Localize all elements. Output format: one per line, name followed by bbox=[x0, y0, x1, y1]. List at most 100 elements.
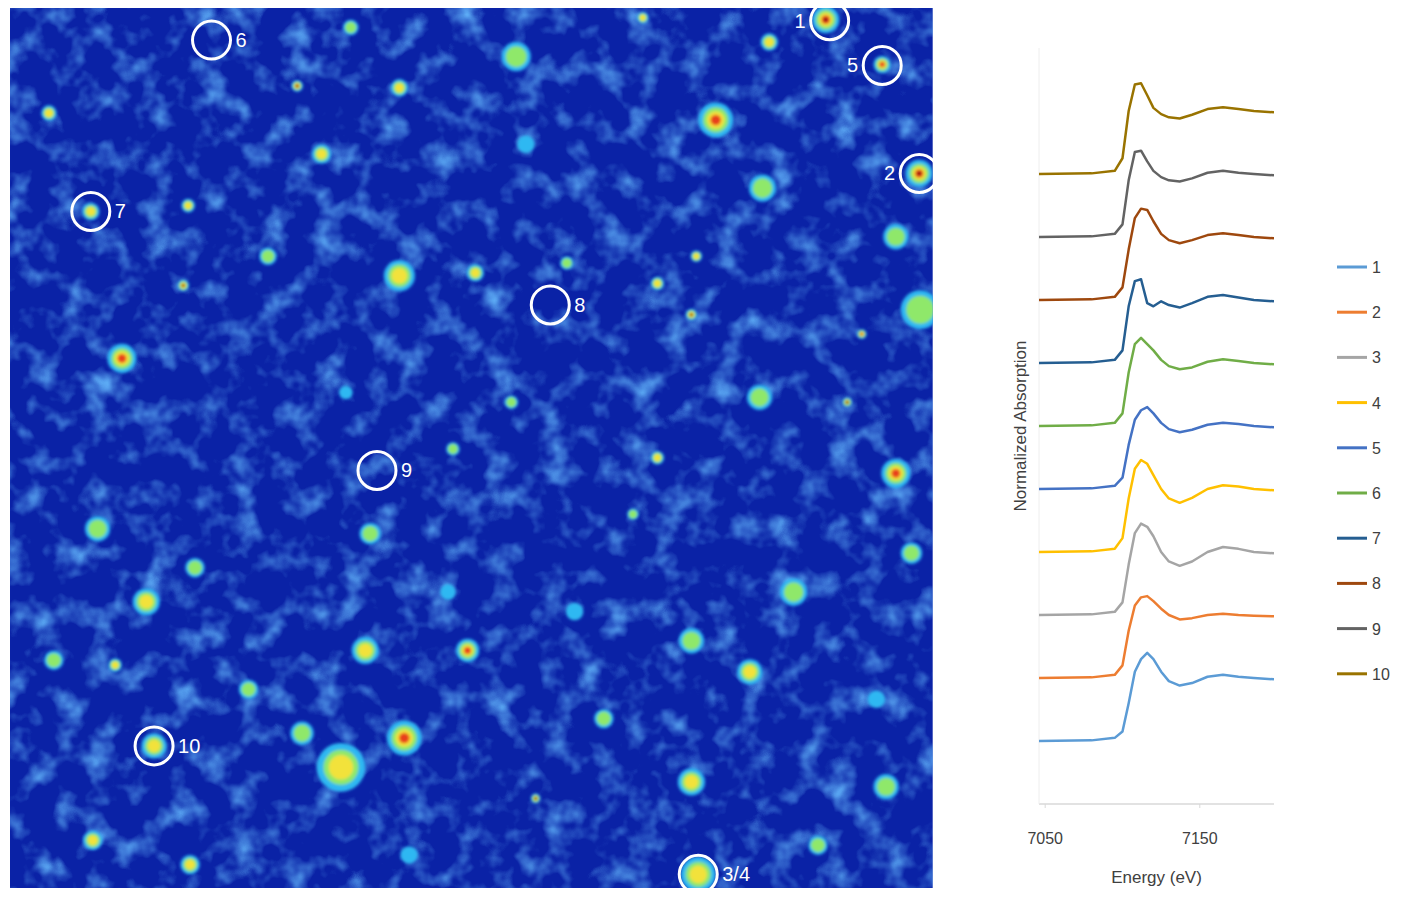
hotspot-layer bbox=[133, 588, 160, 615]
hotspot-layer bbox=[395, 83, 404, 92]
hotspot-layer bbox=[812, 8, 839, 33]
hotspot-layer bbox=[467, 264, 485, 282]
hotspot-layer bbox=[107, 344, 136, 373]
hotspot bbox=[651, 277, 665, 291]
hotspot-layer bbox=[912, 167, 926, 181]
hotspot-layer bbox=[312, 144, 331, 163]
hotspot-layer bbox=[464, 647, 471, 654]
legend-label: 5 bbox=[1372, 440, 1381, 457]
hotspot bbox=[881, 459, 910, 488]
hotspot-layer bbox=[531, 794, 541, 804]
hotspot-layer bbox=[880, 62, 885, 67]
hotspot-layer bbox=[111, 348, 132, 369]
hotspot-layer bbox=[182, 284, 185, 287]
hotspot-layer bbox=[400, 846, 418, 864]
hotspot-layer bbox=[506, 397, 516, 407]
hotspot bbox=[686, 309, 698, 321]
spot-label: 6 bbox=[236, 29, 247, 51]
hotspot-layer bbox=[399, 733, 410, 744]
hotspot-layer bbox=[654, 454, 661, 461]
hotspot-layer bbox=[392, 268, 408, 284]
x-axis bbox=[1039, 803, 1274, 805]
hotspot-layer bbox=[637, 12, 649, 24]
legend-swatch bbox=[1337, 266, 1367, 269]
hotspot-layer bbox=[295, 84, 299, 88]
spectrum-line bbox=[1039, 524, 1274, 615]
legend-label: 9 bbox=[1372, 621, 1381, 638]
hotspot-layer bbox=[824, 18, 828, 22]
hotspot-layer bbox=[141, 733, 166, 758]
hotspot bbox=[180, 855, 199, 874]
hotspot bbox=[185, 558, 204, 577]
hotspot bbox=[901, 290, 933, 329]
legend-label: 7 bbox=[1372, 530, 1381, 547]
hotspot-layer bbox=[846, 401, 849, 404]
hotspot-layer bbox=[462, 645, 474, 657]
legend-label: 3 bbox=[1372, 349, 1381, 366]
hotspot-layer bbox=[294, 83, 300, 89]
hotspot-layer bbox=[651, 277, 665, 291]
hotspot-layer bbox=[904, 545, 919, 560]
hotspot bbox=[446, 442, 460, 456]
hotspot-layer bbox=[678, 768, 705, 795]
hotspot bbox=[808, 835, 827, 854]
hotspot-layer bbox=[707, 111, 725, 129]
hotspot-layer bbox=[387, 721, 422, 756]
hotspot bbox=[339, 386, 353, 400]
hotspot bbox=[502, 42, 531, 71]
hotspot-layer bbox=[290, 722, 313, 745]
hotspot-layer bbox=[471, 268, 480, 277]
figure: 123/4567891070507150Energy (eV)Normalize… bbox=[0, 0, 1427, 913]
spot-label: 5 bbox=[847, 54, 858, 76]
spot-circle bbox=[900, 154, 938, 192]
legend-swatch bbox=[1337, 672, 1367, 675]
hotspot-layer bbox=[750, 388, 768, 406]
x-tick-label: 7050 bbox=[1027, 830, 1063, 847]
legend-label: 10 bbox=[1372, 666, 1390, 683]
spot-circle bbox=[72, 192, 110, 230]
hotspot bbox=[352, 637, 379, 664]
hotspot bbox=[387, 721, 422, 756]
hotspot-layer bbox=[693, 253, 699, 259]
hotspot bbox=[517, 136, 535, 154]
hotspot-layer bbox=[391, 79, 409, 97]
hotspot-layer bbox=[689, 866, 707, 884]
hotspot-layer bbox=[148, 740, 161, 753]
hotspot-layer bbox=[710, 115, 721, 126]
hotspot bbox=[651, 451, 665, 465]
hotspot bbox=[312, 144, 331, 163]
hotspot-layer bbox=[652, 453, 662, 463]
hotspot-layer bbox=[763, 36, 776, 49]
hotspot-layer bbox=[562, 258, 572, 268]
hotspot bbox=[637, 12, 649, 24]
spot-label: 9 bbox=[401, 459, 412, 481]
hotspot-layer bbox=[885, 463, 906, 484]
hotspot-layer bbox=[317, 149, 327, 159]
hotspot-layer bbox=[239, 680, 258, 699]
hotspot bbox=[85, 516, 110, 541]
hotspot-layer bbox=[753, 178, 773, 198]
hotspot-layer bbox=[115, 351, 130, 366]
hotspot-layer bbox=[858, 331, 865, 338]
hotspot-layer bbox=[182, 284, 186, 288]
hotspot-layer bbox=[45, 109, 53, 117]
hotspot-layer bbox=[293, 82, 301, 90]
hotspot-layer bbox=[179, 281, 187, 289]
hotspot bbox=[82, 203, 100, 221]
hotspot bbox=[531, 794, 541, 804]
hotspot-layer bbox=[177, 280, 189, 292]
hotspot-layer bbox=[440, 584, 456, 600]
hotspot bbox=[141, 733, 166, 758]
spot-label: 3/4 bbox=[722, 863, 750, 885]
hotspot bbox=[761, 33, 779, 51]
hotspot-layer bbox=[846, 401, 849, 404]
hotspot-layer bbox=[345, 22, 356, 33]
x-tick-label: 7150 bbox=[1182, 830, 1218, 847]
hotspot bbox=[108, 658, 122, 672]
hotspot-layer bbox=[690, 313, 694, 317]
legend-label: 6 bbox=[1372, 485, 1381, 502]
hotspot-layer bbox=[868, 690, 886, 708]
hotspot-layer bbox=[566, 603, 584, 621]
spot-label: 8 bbox=[574, 294, 585, 316]
hotspot bbox=[107, 344, 136, 373]
